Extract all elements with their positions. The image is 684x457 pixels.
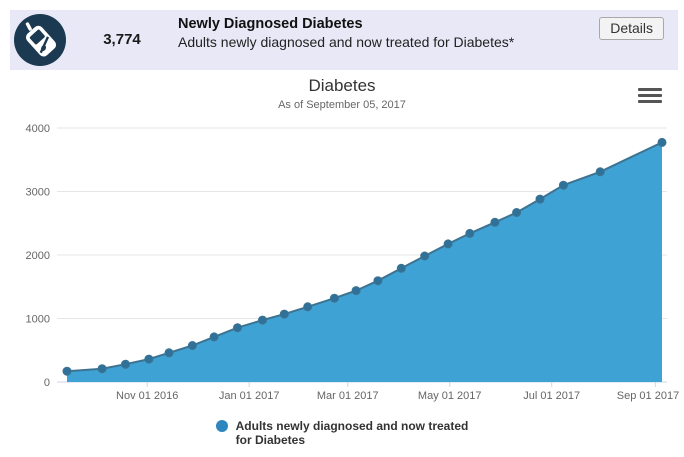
- x-axis-tick-label: May 01 2017: [418, 390, 482, 402]
- data-point-marker[interactable]: [595, 167, 605, 177]
- y-axis-tick-label: 3000: [26, 187, 50, 199]
- y-axis-tick-label: 0: [44, 377, 50, 389]
- legend-item[interactable]: Adults newly diagnosed and now treated f…: [215, 419, 469, 447]
- data-point-marker[interactable]: [258, 315, 267, 325]
- data-point-marker[interactable]: [97, 364, 107, 374]
- metric-subtitle: Adults newly diagnosed and now treated f…: [178, 34, 515, 50]
- data-point-marker[interactable]: [303, 302, 313, 312]
- area-series-fill: [67, 142, 662, 382]
- data-point-marker[interactable]: [209, 332, 219, 342]
- data-point-marker[interactable]: [121, 359, 130, 369]
- data-point-marker[interactable]: [233, 323, 242, 333]
- x-axis-tick-label: Mar 01 2017: [317, 390, 379, 402]
- chart-plot-area[interactable]: 0 1000 2000 3000 4000 Nov 01 2016 Jan 01 2017 M…: [0, 118, 684, 416]
- data-point-marker[interactable]: [420, 251, 430, 261]
- hamburger-icon: [638, 99, 662, 103]
- data-point-marker[interactable]: [62, 366, 72, 376]
- data-point-marker[interactable]: [443, 239, 453, 249]
- data-point-marker[interactable]: [512, 208, 522, 217]
- data-point-marker[interactable]: [373, 276, 383, 286]
- x-axis-tick-label: Nov 01 2016: [116, 390, 178, 402]
- chart-title: Diabetes: [308, 76, 376, 95]
- x-axis-tick-label: Jul 01 2017: [523, 390, 580, 402]
- legend-label: Adults newly diagnosed and now treated f…: [235, 419, 469, 447]
- data-point-marker[interactable]: [396, 263, 406, 273]
- data-point-marker[interactable]: [187, 341, 197, 350]
- x-axis-tick-label: Sep 01 2017: [617, 390, 679, 402]
- y-axis-tick-label: 2000: [26, 250, 50, 262]
- y-axis-tick-label: 1000: [26, 314, 50, 326]
- chart-legend: Adults newly diagnosed and now treated f…: [0, 419, 684, 447]
- data-point-marker[interactable]: [535, 194, 545, 204]
- data-point-marker[interactable]: [329, 293, 339, 303]
- data-point-marker[interactable]: [144, 354, 154, 364]
- data-point-marker[interactable]: [164, 348, 174, 358]
- details-button[interactable]: Details: [599, 17, 664, 40]
- data-point-marker[interactable]: [657, 137, 667, 147]
- data-point-marker[interactable]: [465, 228, 475, 238]
- metric-title: Newly Diagnosed Diabetes: [178, 16, 363, 32]
- data-point-marker[interactable]: [558, 180, 568, 190]
- hamburger-icon: [638, 87, 662, 91]
- x-axis-tick-label: Jan 01 2017: [219, 390, 280, 402]
- hamburger-icon: [638, 93, 662, 97]
- glucometer-icon: [14, 14, 66, 66]
- chart-menu-button[interactable]: [636, 83, 664, 107]
- y-axis-tick-label: 4000: [26, 123, 50, 135]
- data-point-marker[interactable]: [351, 286, 361, 296]
- chart-subtitle: As of September 05, 2017: [278, 99, 406, 111]
- data-point-marker[interactable]: [490, 217, 500, 227]
- data-point-marker[interactable]: [279, 309, 289, 319]
- metric-header-bar: 3,774 Newly Diagnosed Diabetes Adults ne…: [10, 10, 678, 70]
- metric-count: 3,774: [103, 31, 141, 48]
- legend-marker-icon: [215, 420, 228, 432]
